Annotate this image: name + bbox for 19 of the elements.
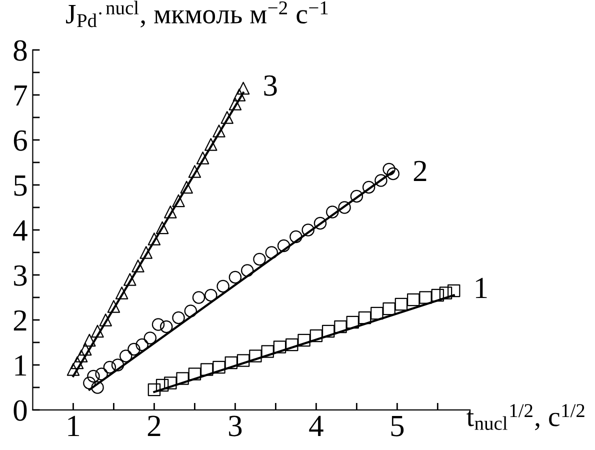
y-tick-label: 1 (15, 355, 26, 376)
y-tick-label: 2 (14, 310, 26, 331)
y-tick-label: 6 (14, 130, 27, 151)
series-label: 2 (414, 160, 426, 182)
x-tick-label: 2 (148, 416, 160, 436)
x-tick-label: 1 (68, 416, 80, 436)
x-tick-label: 4 (309, 416, 324, 436)
x-axis-title: t$_{nucl}$$^{1/2}$, с$^{1/2}$ (466, 404, 584, 430)
y-tick-label: 5 (14, 176, 27, 196)
y-tick-label: 3 (14, 265, 27, 286)
y-tick-label: 0 (14, 400, 27, 421)
x-tick-label: 5 (391, 416, 404, 436)
y-axis-title: J$_{Pd}$$^{.nucl}$, мкмоль м$^{−2}$ с$^{−1}$ (66, 0, 328, 28)
series-label: 3 (264, 75, 277, 96)
y-tick-label: 8 (14, 40, 27, 61)
y-tick-label: 4 (13, 220, 28, 241)
series-label: 1 (476, 278, 487, 298)
x-tick-label: 3 (229, 416, 242, 436)
y-tick-label: 7 (14, 86, 27, 106)
